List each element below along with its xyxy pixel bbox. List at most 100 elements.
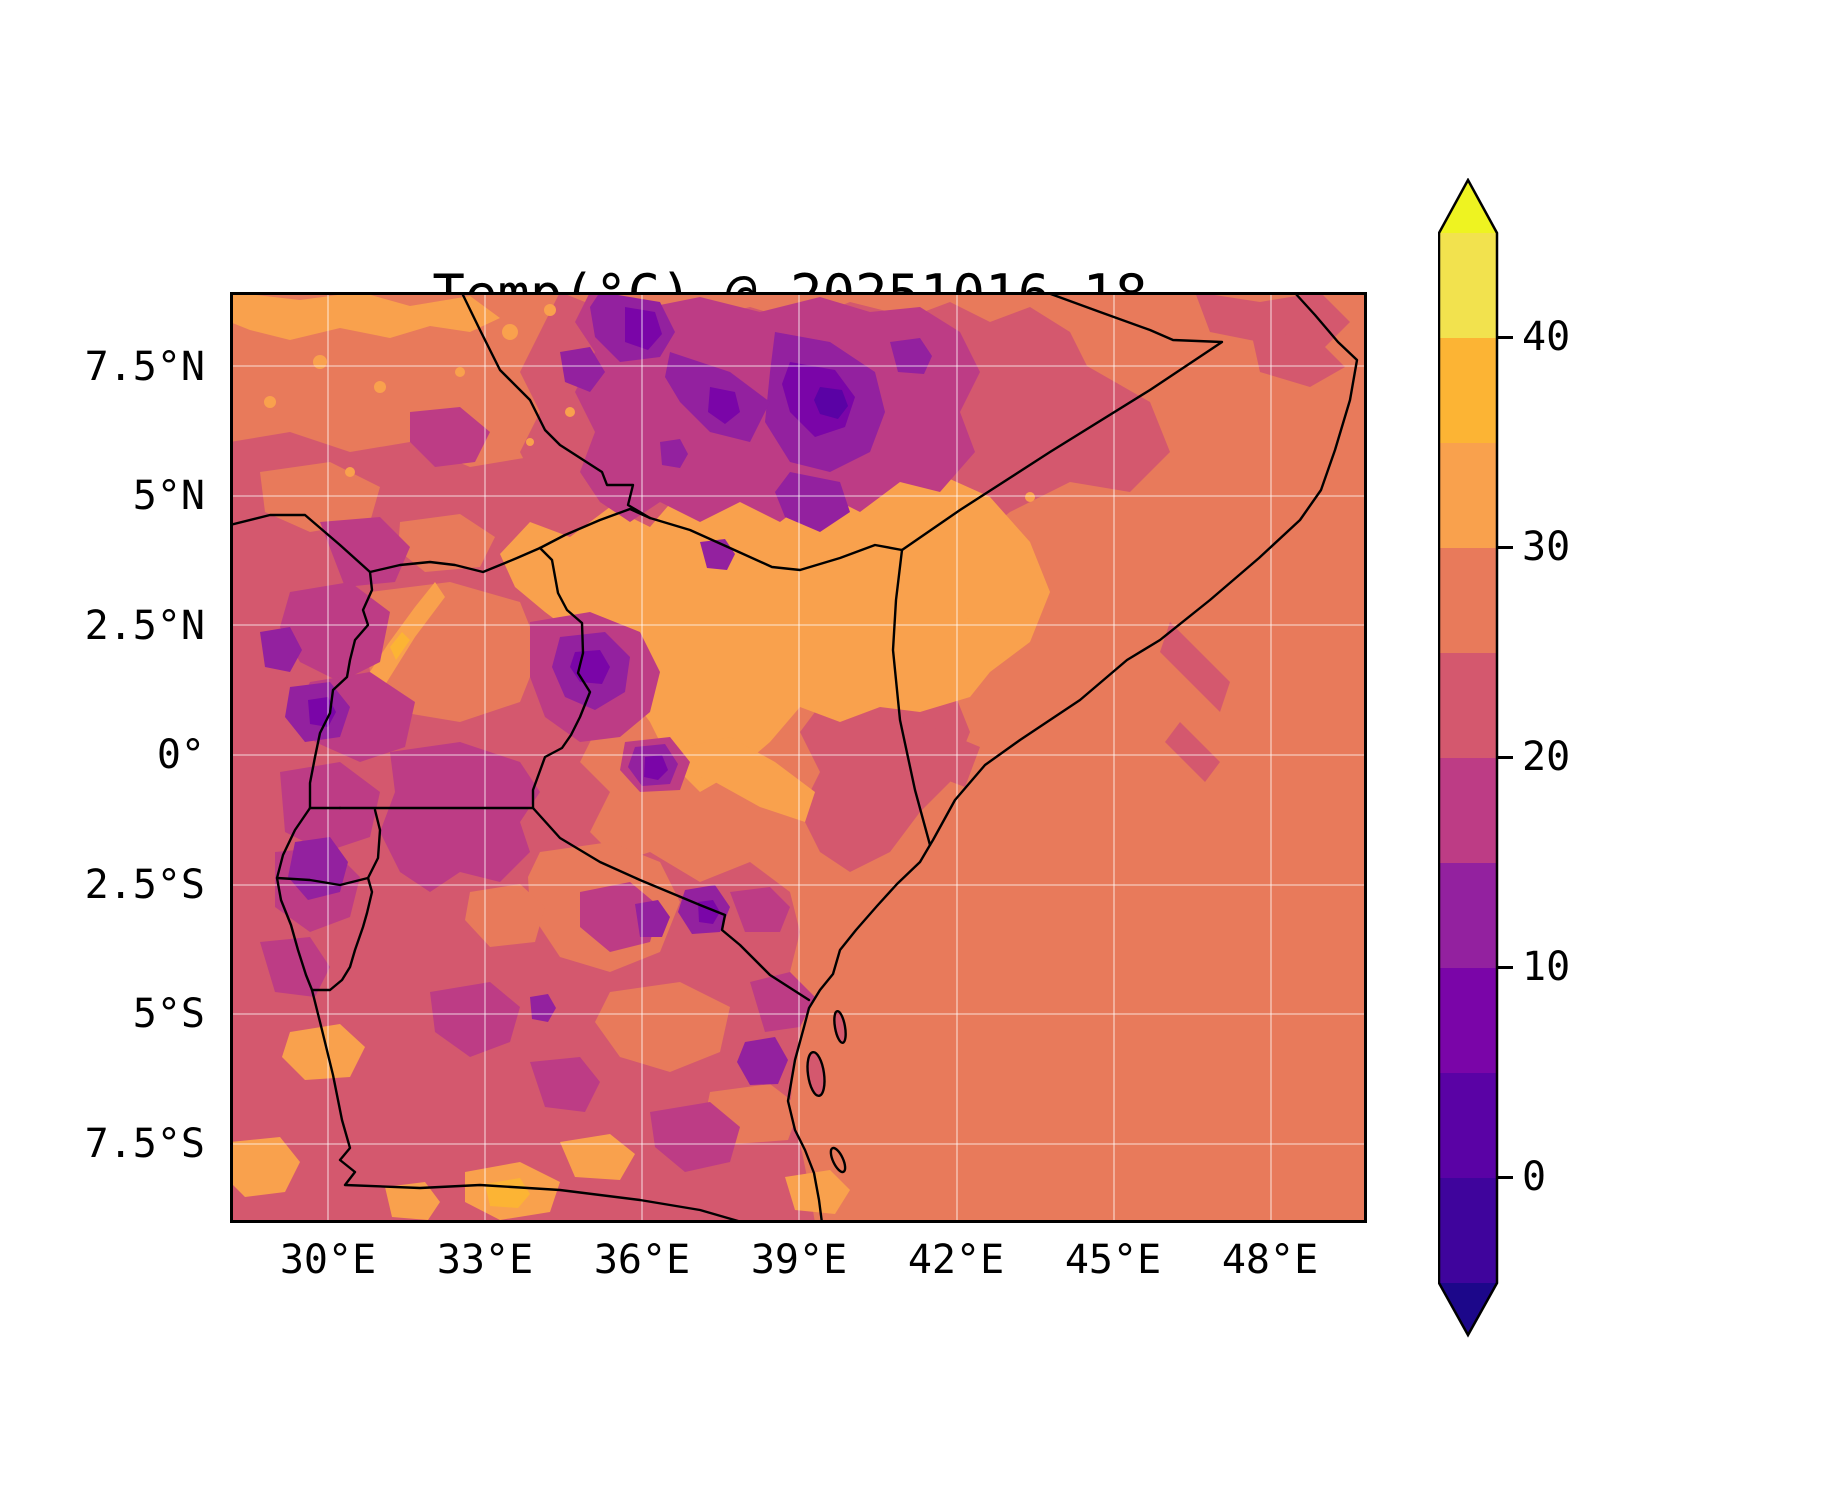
temp-field xyxy=(230,292,1367,1223)
temp-blob xyxy=(595,982,730,1072)
colorbar-tick xyxy=(1498,336,1513,339)
temp-blob xyxy=(966,618,974,626)
temp-blob xyxy=(625,307,662,350)
map-gridlines xyxy=(230,292,1367,1223)
colorbar-outline xyxy=(1438,178,1499,1338)
temp-blob xyxy=(737,1037,788,1085)
x-tick-label: 30°E xyxy=(279,1237,377,1283)
colorbar-tick-label: 40 xyxy=(1522,314,1571,360)
temp-blob xyxy=(544,304,556,316)
temp-blob xyxy=(930,352,1170,512)
colorbar-segments xyxy=(1439,180,1497,1335)
colorbar-tick xyxy=(1498,756,1513,759)
temp-blob xyxy=(282,1024,365,1080)
temp-blob xyxy=(374,381,386,393)
temp-blob xyxy=(1025,492,1035,502)
y-tick-label: 5°S xyxy=(132,991,205,1037)
temp-blob xyxy=(398,514,495,572)
temp-blob xyxy=(260,627,302,672)
temp-blob xyxy=(230,1137,300,1197)
temp-blob xyxy=(380,742,540,892)
border-rwanda-burundi xyxy=(275,876,370,887)
colorbar-tick xyxy=(1498,1176,1513,1179)
colorbar-segment xyxy=(1439,233,1497,338)
colorbar-segment xyxy=(1439,863,1497,968)
temp-blob xyxy=(530,1057,600,1112)
temp-blob xyxy=(1160,622,1230,712)
colorbar-segment xyxy=(1439,1178,1497,1283)
temp-blob xyxy=(526,438,534,446)
colorbar-tick xyxy=(1498,966,1513,969)
temp-blob xyxy=(530,994,556,1022)
y-tick-label: 2.5°S xyxy=(84,862,205,908)
temp-blob xyxy=(455,367,465,377)
x-tick-label: 36°E xyxy=(593,1237,691,1283)
temp-blob xyxy=(650,1102,740,1172)
x-tick-label: 48°E xyxy=(1221,1237,1319,1283)
map-canvas xyxy=(230,292,1367,1223)
political-borders xyxy=(230,292,1359,1223)
temp-blob xyxy=(264,396,276,408)
temp-blob xyxy=(890,338,932,374)
temp-blob xyxy=(260,937,330,997)
temp-blob xyxy=(644,755,668,780)
colorbar-segment xyxy=(1439,548,1497,653)
temp-blob xyxy=(560,347,605,392)
colorbar-segment xyxy=(1439,180,1497,233)
temp-blob xyxy=(660,439,688,468)
border-ilemi-west xyxy=(538,507,652,550)
colorbar-segment xyxy=(1439,653,1497,758)
y-tick-label: 5°N xyxy=(132,473,205,519)
border-drc-uganda xyxy=(308,570,374,810)
temp-blob xyxy=(1250,327,1345,387)
island-mafia xyxy=(829,1146,847,1174)
y-tick-label: 7.5°N xyxy=(84,344,205,390)
island-pemba xyxy=(833,1010,847,1044)
temp-blob xyxy=(565,407,575,417)
x-tick-label: 45°E xyxy=(1064,1237,1162,1283)
temp-blob xyxy=(308,697,336,727)
border-uganda-kenya xyxy=(531,546,592,810)
temp-blob xyxy=(814,387,848,419)
colorbar-tick-label: 30 xyxy=(1522,524,1571,570)
colorbar-segment xyxy=(1439,1283,1497,1335)
temp-blob xyxy=(730,887,790,932)
temp-blob xyxy=(430,982,520,1057)
x-tick-label: 33°E xyxy=(436,1237,534,1283)
colorbar-tick-label: 20 xyxy=(1522,734,1571,780)
island-zanzibar xyxy=(806,1050,826,1098)
colorbar-tick-label: 0 xyxy=(1522,1154,1547,1200)
temp-blob xyxy=(280,582,390,682)
border-southsudan-ethiopia-ilemi xyxy=(460,292,652,520)
temp-blob xyxy=(313,355,327,369)
temp-blob xyxy=(390,632,410,660)
y-tick-label: 2.5°N xyxy=(84,603,205,649)
border-rwanda-east xyxy=(366,808,382,880)
temp-blob xyxy=(410,407,490,467)
temp-blob xyxy=(1195,292,1350,352)
colorbar-segment xyxy=(1439,968,1497,1073)
colorbar xyxy=(1438,178,1499,1338)
temp-blob xyxy=(230,292,500,340)
map-frame xyxy=(230,292,1367,1223)
border-southsudan-uganda-drc xyxy=(230,513,542,574)
colorbar-segment xyxy=(1439,338,1497,443)
temp-blob xyxy=(775,472,850,532)
border-kenya-tanzania xyxy=(531,806,811,1002)
temp-blob xyxy=(385,1182,440,1220)
border-burundi-east xyxy=(310,876,374,992)
y-tick-label: 0° xyxy=(156,732,205,778)
border-drc-rwanda-burundi-tanganyika xyxy=(275,806,747,1223)
y-tick-label: 7.5°S xyxy=(84,1121,205,1167)
coastline-east-africa xyxy=(786,292,1359,1223)
colorbar-segment xyxy=(1439,443,1497,548)
border-kenya-somalia xyxy=(891,548,932,847)
temp-blob xyxy=(502,324,518,340)
border-kenya-ethiopia xyxy=(648,516,904,572)
border-ethiopia-somalia xyxy=(900,292,1224,552)
temp-blob xyxy=(680,737,815,822)
colorbar-segment xyxy=(1439,758,1497,863)
colorbar-tick xyxy=(1498,546,1513,549)
colorbar-tick-label: 10 xyxy=(1522,944,1571,990)
